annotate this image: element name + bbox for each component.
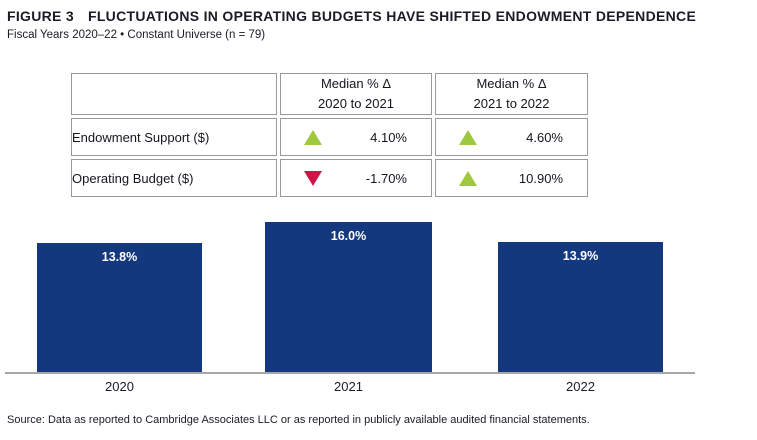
table-row-endowment-support: Endowment Support ($) 4.10% 4.60%: [71, 118, 588, 157]
bar-value-label: 16.0%: [330, 229, 367, 243]
table-row-operating-budget: Operating Budget ($) -1.70% 10.90%: [71, 159, 588, 198]
down-triangle-icon: [304, 170, 322, 186]
change-value: -1.70%: [365, 170, 407, 186]
change-value: 4.60%: [526, 129, 563, 145]
column-header-2021-2022: Median % Δ 2021 to 2022: [435, 73, 588, 116]
figure-number-label: FIGURE 3: [7, 8, 74, 24]
row-label: Operating Budget ($): [71, 159, 277, 198]
median-change-table: Median % Δ 2020 to 2021 Median % Δ 2021 …: [68, 70, 591, 200]
figure-title-text: FLUCTUATIONS IN OPERATING BUDGETS HAVE S…: [87, 8, 697, 24]
change-value: 10.90%: [518, 170, 563, 186]
value-cell: -1.70%: [280, 159, 432, 198]
bar-2021: 16.0%: [265, 222, 432, 373]
column-header-line2: 2020 to 2021: [318, 96, 394, 112]
change-value: 4.10%: [370, 129, 407, 145]
x-axis-tick-2022: 2022: [566, 379, 595, 394]
column-header-line2: 2021 to 2022: [473, 96, 550, 112]
value-cell: 4.60%: [435, 118, 588, 157]
figure-header: FIGURE 3 FLUCTUATIONS IN OPERATING BUDGET…: [7, 8, 752, 41]
up-triangle-icon: [459, 170, 477, 186]
column-header-line1: Median % Δ: [320, 76, 392, 91]
up-triangle-icon: [304, 129, 322, 145]
value-cell: 4.10%: [280, 118, 432, 157]
table-header-row: Median % Δ 2020 to 2021 Median % Δ 2021 …: [71, 73, 588, 116]
column-header-line1: Median % Δ: [476, 76, 547, 91]
up-triangle-icon: [459, 129, 477, 145]
endowment-dependence-bar-chart: 13.8% 16.0% 13.9%: [5, 222, 695, 374]
bar-value-label: 13.8%: [101, 250, 138, 264]
table-corner-cell: [71, 73, 277, 116]
figure-title: FIGURE 3 FLUCTUATIONS IN OPERATING BUDGET…: [7, 8, 752, 24]
bar-2022: 13.9%: [498, 242, 663, 373]
row-label: Endowment Support ($): [71, 118, 277, 157]
value-cell: 10.90%: [435, 159, 588, 198]
bar-2020: 13.8%: [37, 243, 202, 373]
x-axis-line: [5, 372, 695, 374]
x-axis-tick-2020: 2020: [105, 379, 134, 394]
source-note: Source: Data as reported to Cambridge As…: [7, 414, 590, 426]
bar-value-label: 13.9%: [562, 249, 599, 263]
column-header-2020-2021: Median % Δ 2020 to 2021: [280, 73, 432, 116]
figure-subtitle: Fiscal Years 2020–22 • Constant Universe…: [7, 29, 266, 41]
x-axis-tick-2021: 2021: [334, 379, 363, 394]
